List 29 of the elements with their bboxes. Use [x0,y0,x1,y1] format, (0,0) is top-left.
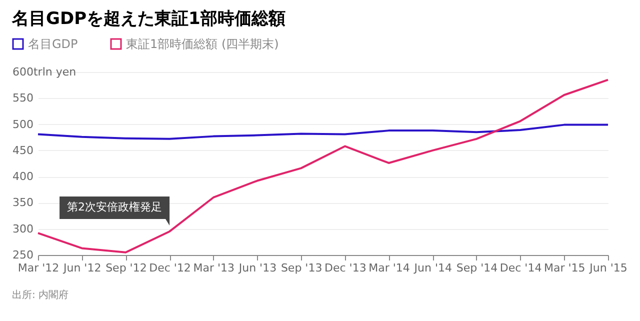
x-tick-label: Jun '14 [413,262,452,274]
y-tick-label: 550 [12,92,34,105]
x-tick-label: Mar '13 [193,262,235,274]
legend-label: 東証1部時価総額 (四半期末) [126,37,279,51]
x-tick-label: Sep '14 [456,262,498,274]
text: 出所: 内閣府 [12,289,69,301]
legend-label: 名目GDP [28,37,78,51]
annotation: 第2次安倍政権発足 [67,200,162,214]
chart-title: 名目GDPを超えた東証1部時価総額 [11,9,286,29]
y-tick-label: 250 [12,248,34,262]
x-tick-label: Mar '14 [368,262,410,274]
x-tick-label: Jun '15 [588,262,628,274]
x-tick-label: Dec '14 [500,262,542,274]
x-tick-label: Sep '12 [106,262,147,274]
x-tick-label: Sep '13 [280,262,322,274]
x-tick-label: Dec '12 [149,262,191,274]
x-tick-label: Dec '13 [324,262,366,274]
line-series [37,78,609,254]
y-tick-label: 350 [12,196,34,210]
y-tick-label: 450 [12,144,34,157]
x-tick-label: Jun '13 [238,262,277,274]
y-tick-label: 500 [12,118,34,131]
y-tick-label: 300 [12,222,34,236]
y-tick-label: 400 [12,170,34,184]
y-tick-label: 600trln yen [12,66,76,78]
x-tick-label: Mar '12 [18,262,60,274]
x-tick-label: Jun '12 [62,262,102,274]
x-tick-label: Mar '15 [544,262,586,274]
line-series [37,124,609,140]
